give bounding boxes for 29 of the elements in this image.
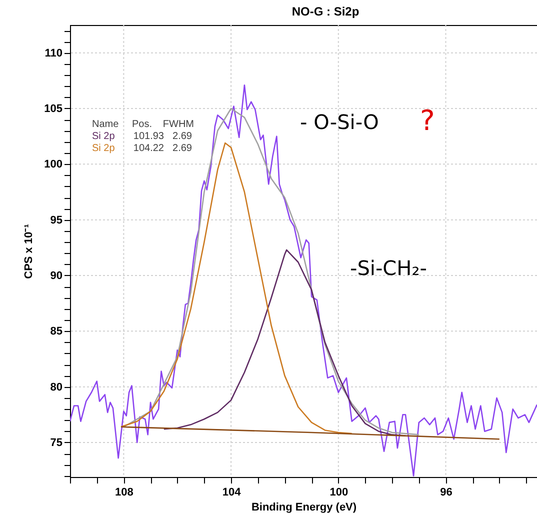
annotation: Pos.	[132, 119, 152, 130]
annotation: FWHM	[162, 119, 194, 130]
x-tick-label: 104	[222, 486, 242, 498]
annotation: -Si-CH₂-	[350, 256, 427, 280]
x-tick-label: 96	[440, 486, 452, 498]
y-tick-label: 90	[50, 270, 62, 282]
text: Si 2p	[92, 143, 116, 154]
y-tick-label: 75	[50, 436, 62, 449]
x-tick-label: 100	[330, 486, 348, 498]
x-tick-label: 108	[115, 486, 134, 498]
annotation: Name	[92, 119, 120, 130]
y-tick-label: 100	[44, 158, 62, 171]
y-tick-label: 105	[44, 103, 62, 115]
line-series	[70, 84, 537, 477]
annotation: 2.69	[172, 143, 192, 154]
y-tick-label: 95	[50, 214, 62, 226]
y-tick-label: 80	[50, 381, 62, 394]
text: Si 2p	[92, 131, 116, 142]
annotation: 2.69	[172, 131, 192, 142]
annotation: 104.22	[133, 143, 164, 154]
chart-title: NO-G : Si2p	[292, 4, 360, 18]
y-axis-title: CPS x 10⁻¹	[23, 224, 36, 279]
y-tick-label: 85	[50, 326, 62, 338]
annotation: ?	[420, 104, 435, 137]
y-tick-label: 110	[44, 47, 62, 60]
annotation: 101.93	[133, 131, 164, 142]
annotation: - O-Si-O	[300, 110, 379, 134]
line-series	[120, 142, 352, 434]
x-axis-title: Binding Energy (eV)	[251, 502, 357, 514]
